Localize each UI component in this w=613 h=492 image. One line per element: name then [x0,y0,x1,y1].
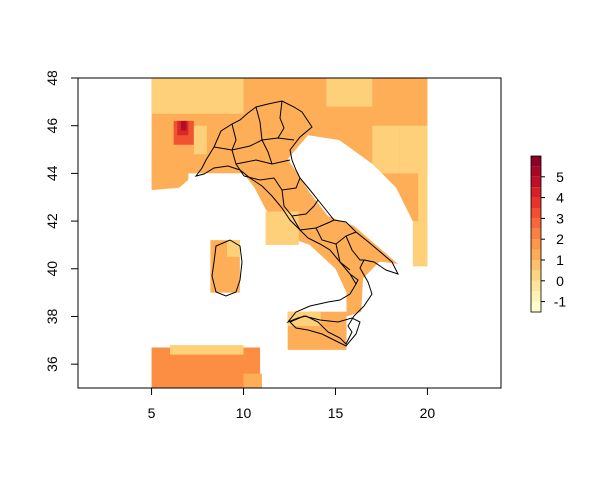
legend-swatch [531,197,541,208]
raster-cell [151,78,244,114]
legend-tick-label: 1 [556,252,564,268]
y-tick-label: 42 [44,213,60,229]
region-border-line [255,106,273,165]
legend-tick-label: 3 [556,210,564,226]
legend-swatch [531,208,541,219]
legend-swatch [531,156,541,167]
legend-tick-label: 4 [556,190,564,206]
raster-mask [287,135,413,269]
legend-swatch [531,187,541,198]
color-legend: -1 0 1 2 3 4 5 [530,155,567,313]
legend-tick-label: -1 [554,294,567,310]
region-border-line [231,123,245,177]
region-border-line [235,159,291,165]
legend-swatch [531,239,541,250]
region-border-line [349,273,359,285]
region-border-line [335,243,351,271]
x-tick-label: 15 [328,405,344,421]
raster-cell [287,311,321,326]
x-axis: 5 10 15 20 [148,387,436,421]
raster-cell [169,345,244,355]
y-tick-label: 48 [44,70,60,86]
x-tick-label: 10 [236,405,252,421]
legend-swatch [531,260,541,271]
legend-swatch [531,218,541,229]
sardinia-outline [211,239,243,297]
x-tick-label: 5 [148,405,156,421]
raster-cell [243,373,262,388]
legend-swatch [531,228,541,240]
legend-swatch [531,270,541,281]
y-tick-label: 36 [44,356,60,372]
legend-tick-label: 0 [556,273,564,289]
y-tick-label: 38 [44,308,60,324]
legend-swatch [531,301,541,312]
legend-swatch [531,249,541,260]
raster-hotspot [180,120,187,131]
region-border-line [345,235,364,261]
region-borders [194,100,399,347]
legend-swatch [531,166,541,177]
sicily-outline [289,315,361,347]
legend-swatch [531,176,541,188]
legend-swatch [531,280,541,292]
legend-tick-label: 5 [556,169,564,185]
region-border-line [277,100,285,139]
x-tick-label: 20 [420,405,436,421]
y-axis: 36 38 40 42 44 46 48 [44,70,79,372]
raster-cell [226,240,240,257]
region-border-line [213,137,295,151]
legend-tick-label: 2 [556,231,564,247]
legend-swatch [531,291,541,302]
y-tick-label: 44 [44,165,60,181]
y-tick-label: 46 [44,118,60,134]
raster-layer [151,78,428,388]
y-tick-label: 40 [44,261,60,277]
raster-mask [151,173,347,317]
raster-cell [326,78,373,107]
region-border-line [243,175,301,191]
raster-cell [158,149,174,174]
raster-cell [265,211,299,245]
italy-peninsula-outline [194,100,399,345]
region-border-line [281,189,319,217]
legend-frame [530,155,542,313]
raster-cell [372,125,400,174]
raster-cell [193,125,207,155]
